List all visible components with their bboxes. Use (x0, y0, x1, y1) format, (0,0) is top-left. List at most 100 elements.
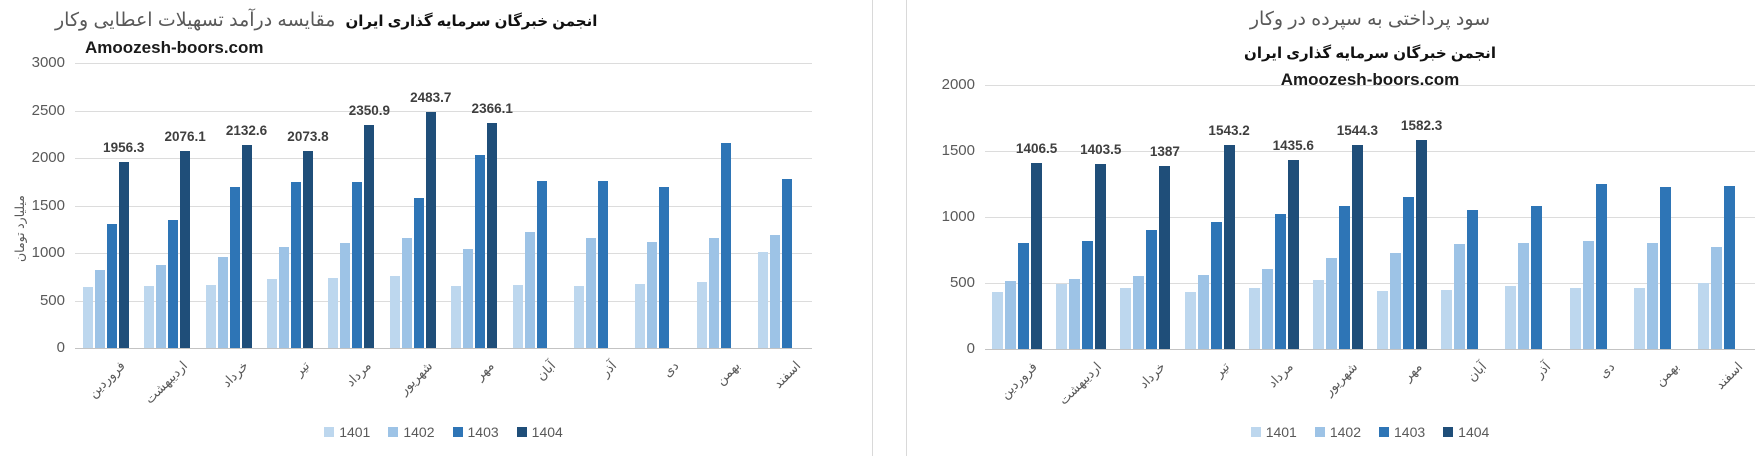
bar-1403-month10 (1595, 184, 1607, 349)
x-axis-label: دی (659, 358, 682, 380)
bar-1402-month6 (1325, 257, 1337, 349)
left-chart-panel: مقایسه درآمد تسهیلات اعطایی وکار انجمن خ… (0, 0, 866, 456)
legend-item-1403: 1403 (1379, 424, 1425, 440)
bar-1402-month11 (708, 237, 719, 348)
x-axis-label: شهریور (396, 358, 436, 398)
bar-1403-month3 (1146, 230, 1158, 349)
bar-1403-month12 (1723, 185, 1735, 349)
bar-1401-month8 (512, 285, 523, 348)
y-axis-tick-label: 2000 (941, 76, 975, 93)
bar-1403-month1 (1018, 243, 1030, 349)
legend-label: 1403 (1394, 424, 1426, 440)
bar-1401-month6 (389, 275, 400, 348)
y-axis-tick-label: 2500 (31, 101, 65, 119)
x-axis-label: مهر (1399, 359, 1425, 384)
bar-1402-month7 (463, 249, 474, 348)
bar-1402-month2 (1069, 279, 1081, 349)
bar-value-label: 1956.3 (103, 140, 145, 156)
x-axis-line (985, 349, 1755, 350)
panel-divider-line (872, 0, 873, 456)
bar-1403-month7 (1403, 196, 1415, 349)
bar-1402-month5 (1261, 269, 1273, 349)
bar-1401-month12 (1697, 283, 1709, 349)
bar-1401-month11 (696, 281, 707, 348)
gridline (75, 205, 812, 207)
left-chart-title: مقایسه درآمد تسهیلات اعطایی وکار انجمن خ… (55, 9, 597, 32)
legend: 1401 1402 1403 1404 (985, 424, 1755, 440)
legend-label: 1404 (1458, 424, 1490, 440)
bar-value-label: 1406.5 (1015, 141, 1058, 157)
bar-1404-month6 (425, 112, 436, 348)
bar-1401-month12 (758, 252, 769, 348)
bar-1403-month11 (720, 142, 731, 348)
left-chart-title-text: مقایسه درآمد تسهیلات اعطایی وکار (55, 10, 336, 31)
bar-1402-month7 (1390, 253, 1402, 349)
bar-1402-month8 (524, 232, 535, 348)
legend-item-1404: 1404 (1443, 424, 1489, 440)
bar-1402-month10 (1582, 240, 1594, 349)
bar-value-label: 1387 (1149, 143, 1180, 159)
legend-label: 1402 (403, 424, 435, 440)
gridline (75, 300, 812, 302)
bar-1401-month3 (1120, 287, 1132, 349)
bar-1402-month12 (1710, 247, 1722, 349)
x-axis-label: اسفند (770, 358, 804, 392)
x-axis-label: اردیبهشت (141, 358, 190, 407)
legend-label: 1401 (339, 424, 371, 440)
bar-1401-month6 (1312, 279, 1324, 349)
legend-swatch-icon (324, 427, 335, 437)
bar-1401-month5 (1248, 287, 1260, 349)
bar-1404-month1 (118, 162, 129, 348)
bar-value-label: 1403.5 (1080, 141, 1122, 157)
x-axis-label: دی (1595, 359, 1618, 381)
y-axis-tick-label: 3000 (31, 54, 65, 71)
legend: 1401 1402 1403 1404 (75, 424, 812, 440)
x-axis-label: آذر (1531, 359, 1554, 381)
bar-value-label: 1435.6 (1272, 137, 1314, 153)
bar-value-label: 2073.8 (287, 128, 329, 144)
bar-1403-month5 (1274, 213, 1286, 349)
right-chart-panel: سود پرداختی به سپرده در وکار انجمن خبرگا… (880, 0, 1763, 456)
gridline (75, 63, 812, 64)
x-axis-label: تیر (1211, 359, 1233, 381)
bar-1402-month6 (401, 237, 412, 348)
bar-1404-month4 (1223, 145, 1235, 349)
bar-1402-month12 (770, 235, 781, 348)
legend-item-1401: 1401 (1250, 424, 1297, 440)
x-axis-label: تیر (291, 358, 313, 380)
right-chart-border-line (906, 0, 907, 456)
left-chart-watermark: Amoozesh-boors.com (85, 38, 264, 57)
x-axis-label: بهمن (1651, 359, 1682, 389)
gridline (985, 283, 1755, 284)
y-axis-tick-label: 0 (56, 339, 65, 356)
x-axis-label: آبان (1463, 359, 1489, 385)
bar-1403-month4 (1210, 222, 1222, 349)
legend-item-1402: 1402 (1314, 424, 1361, 440)
bar-1401-month4 (266, 278, 277, 348)
x-axis-label: خرداد (1135, 359, 1169, 392)
bar-value-label: 1544.3 (1336, 123, 1379, 139)
x-axis-label: شهریور (1321, 359, 1361, 399)
bar-1401-month4 (1184, 291, 1196, 349)
x-axis-label: خرداد (219, 358, 252, 391)
bar-1404-month5 (1287, 159, 1299, 349)
bar-1403-month6 (1338, 205, 1350, 349)
x-axis-label: فروردین (85, 358, 129, 401)
legend-item-1402: 1402 (388, 424, 435, 440)
bar-1401-month3 (205, 285, 216, 348)
legend-label: 1404 (531, 424, 563, 440)
bar-value-label: 2366.1 (471, 101, 513, 117)
gridline (985, 217, 1755, 218)
legend-label: 1402 (1329, 424, 1361, 440)
legend-label: 1401 (1265, 424, 1297, 440)
bar-1401-month1 (82, 287, 93, 348)
bar-1401-month2 (1056, 284, 1068, 349)
legend-item-1404: 1404 (516, 424, 563, 440)
x-axis-line (75, 348, 812, 349)
y-axis-tick-label: 1000 (941, 208, 975, 225)
legend-swatch-icon (1379, 427, 1389, 437)
bar-1403-month11 (1659, 186, 1671, 349)
bar-1401-month10 (1569, 287, 1581, 349)
gridline (75, 110, 812, 112)
bar-1402-month3 (1133, 276, 1145, 349)
